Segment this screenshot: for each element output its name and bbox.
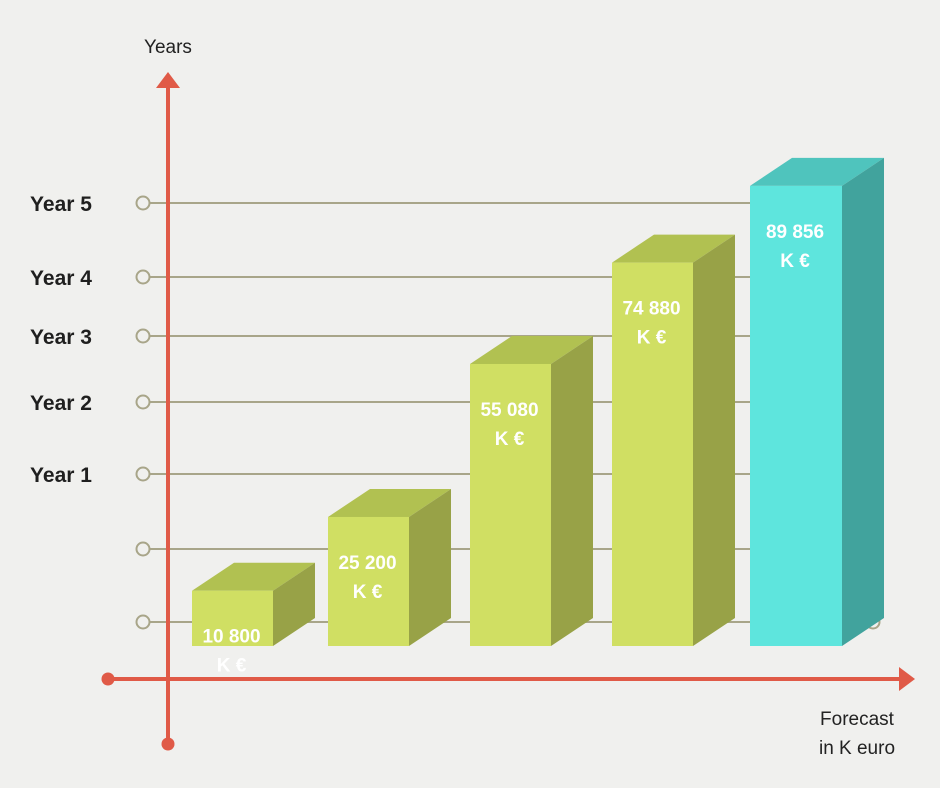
y-axis-arrow bbox=[156, 72, 180, 88]
bar-side-face bbox=[842, 157, 884, 646]
bar-front-face bbox=[470, 363, 551, 646]
gridline-marker bbox=[135, 195, 151, 211]
x-axis-title-line1: Forecast bbox=[820, 709, 895, 730]
bar bbox=[750, 157, 884, 646]
y-tick-label: Year 5 bbox=[30, 193, 92, 216]
bar-side-face bbox=[551, 335, 593, 646]
x-axis-origin-dot bbox=[101, 672, 115, 686]
bar-front-face bbox=[612, 262, 693, 646]
y-tick-label: Year 2 bbox=[30, 392, 92, 415]
axes bbox=[101, 72, 915, 751]
bar-top-face bbox=[328, 488, 451, 517]
bar-side-face bbox=[273, 562, 315, 646]
labels: Years Forecast in K euro Year 5 Year 4 Yea… bbox=[30, 37, 895, 759]
bar-unit-label: K € bbox=[780, 251, 810, 272]
bar-top-face bbox=[470, 335, 593, 364]
bar-side-face bbox=[693, 234, 735, 647]
gridline-marker bbox=[135, 614, 151, 630]
bar-value-label: 10 800 bbox=[202, 627, 260, 648]
y-axis-title: Years bbox=[144, 37, 192, 58]
bar-front-face bbox=[328, 516, 409, 646]
x-axis-arrow bbox=[899, 667, 915, 691]
bar-front-face bbox=[192, 590, 273, 646]
bar-unit-label: K € bbox=[353, 582, 383, 603]
y-tick-label: Year 4 bbox=[30, 267, 92, 290]
y-tick-label: Year 3 bbox=[30, 326, 92, 349]
gridline-marker bbox=[135, 269, 151, 285]
x-axis-title-line2: in K euro bbox=[819, 738, 895, 759]
bar bbox=[470, 335, 593, 646]
bars bbox=[192, 157, 884, 647]
gridline-marker bbox=[135, 328, 151, 344]
bar-unit-label: K € bbox=[217, 656, 247, 677]
bar-value-label: 89 856 bbox=[766, 222, 824, 243]
bar-unit-label: K € bbox=[637, 328, 667, 349]
bar-value-label: 55 080 bbox=[480, 400, 538, 421]
gridline-marker bbox=[135, 466, 151, 482]
y-axis-origin-dot bbox=[161, 737, 175, 751]
bar bbox=[192, 562, 315, 646]
bar bbox=[328, 488, 451, 646]
bar-value-label: 25 200 bbox=[338, 553, 396, 574]
bar-front-face bbox=[750, 185, 842, 646]
bar-value-label: 74 880 bbox=[622, 299, 680, 320]
bar-side-face bbox=[409, 488, 451, 646]
bar-unit-label: K € bbox=[495, 429, 525, 450]
bar-top-face bbox=[612, 234, 735, 263]
bar-top-face bbox=[192, 562, 315, 591]
bar bbox=[612, 234, 735, 647]
gridline-marker bbox=[135, 541, 151, 557]
bar-top-face bbox=[750, 157, 884, 186]
y-tick-label: Year 1 bbox=[30, 464, 92, 487]
gridline-marker bbox=[135, 394, 151, 410]
